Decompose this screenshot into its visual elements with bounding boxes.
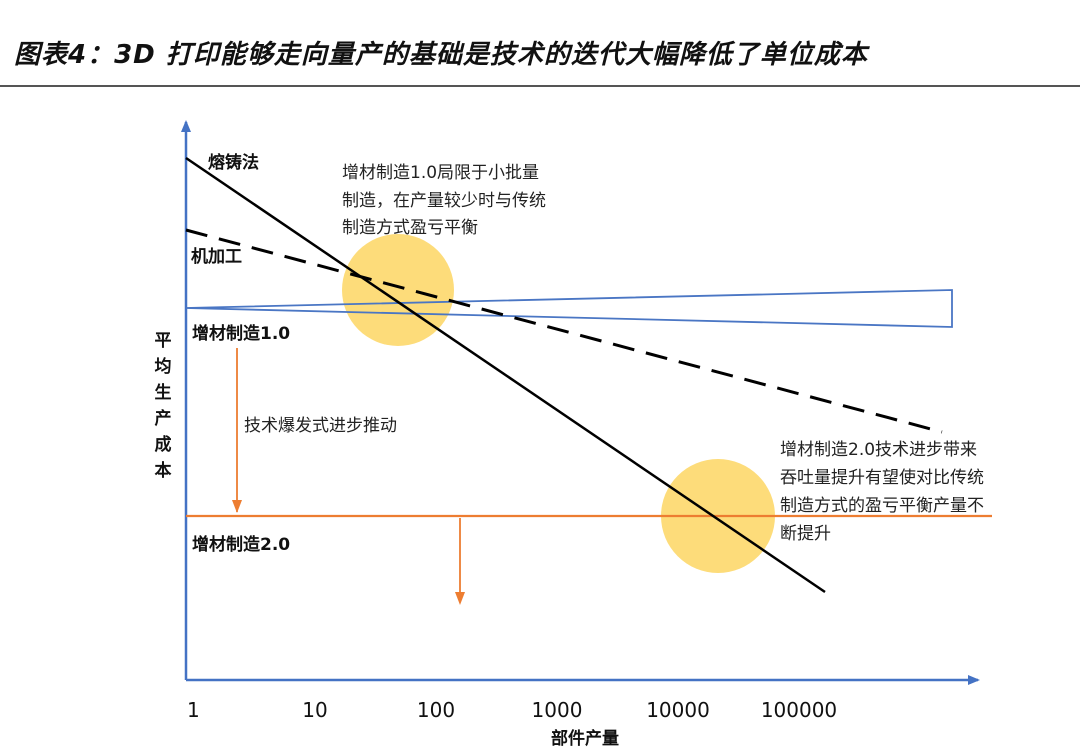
tech-push-arrowhead [232, 500, 242, 513]
series-am1-wedge [185, 289, 953, 328]
x-tick-labels: 1 10 100 1000 10000 100000 [187, 698, 837, 722]
label-casting: 熔铸法 [208, 152, 259, 173]
annotation-am2-line-2: 吞吐量提升有望使对比传统 [780, 467, 984, 488]
annotation-am2-line-1: 增材制造2.0技术进步带来 [780, 440, 977, 460]
annotation-am2-line-3: 制造方式的盈亏平衡产量不 [780, 496, 984, 516]
y-axis-label-char: 产 [155, 408, 172, 429]
page-title: 图表4：3D 打印能够走向量产的基础是技术的迭代大幅降低了单位成本 [14, 40, 868, 70]
x-tick-label: 1000 [532, 698, 583, 722]
x-tick-label: 1 [187, 698, 200, 722]
series-casting-line [185, 156, 826, 594]
y-axis-label-char: 生 [155, 382, 172, 403]
y-axis-label-char: 平 [155, 331, 172, 351]
y-axis-label-char: 成 [155, 434, 172, 455]
x-tick-label: 10 [302, 698, 327, 722]
label-machining: 机加工 [191, 246, 242, 267]
annotation-am1-line-1: 增材制造1.0局限于小批量 [342, 163, 539, 183]
x-tick-label: 100 [417, 698, 455, 722]
label-am1: 增材制造1.0 [192, 323, 290, 344]
x-tick-label: 10000 [646, 698, 710, 722]
x-axis-label: 部件产量 [551, 728, 619, 749]
annotation-am1: 增材制造1.0局限于小批量 制造，在产量较少时与传统 制造方式盈亏平衡 [342, 163, 546, 238]
x-tick-label: 100000 [761, 698, 837, 722]
am2-drop-arrowhead [455, 592, 465, 605]
annotation-am1-line-2: 制造，在产量较少时与传统 [342, 191, 546, 211]
break-even-circle-1 [342, 234, 454, 346]
y-axis-label-char: 均 [155, 356, 172, 377]
annotation-am2: 增材制造2.0技术进步带来 吞吐量提升有望使对比传统 制造方式的盈亏平衡产量不 … [780, 440, 984, 544]
title-divider [0, 85, 1080, 87]
annotation-am1-line-3: 制造方式盈亏平衡 [342, 218, 478, 238]
label-am2: 增材制造2.0 [192, 534, 290, 555]
annotation-am2-line-4: 断提升 [780, 524, 831, 544]
annotation-tech-push: 技术爆发式进步推动 [244, 416, 397, 436]
y-axis-label-char: 本 [155, 460, 172, 481]
series-machining-line [185, 228, 943, 434]
